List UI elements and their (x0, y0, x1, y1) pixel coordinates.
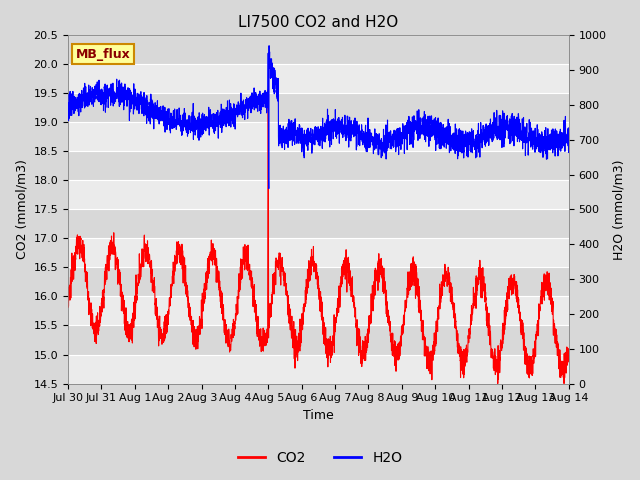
Bar (68, 64, 569, 94)
Y-axis label: H2O (mmol/m3): H2O (mmol/m3) (612, 159, 625, 260)
Bar (68, 36, 569, 64)
Bar (68, 122, 569, 151)
Bar (68, 355, 569, 384)
Bar (68, 297, 569, 325)
Bar (68, 267, 569, 297)
Legend: CO2, H2O: CO2, H2O (232, 445, 408, 471)
Bar (68, 94, 569, 122)
Y-axis label: CO2 (mmol/m3): CO2 (mmol/m3) (15, 159, 28, 259)
Bar (68, 239, 569, 267)
Bar (68, 209, 569, 239)
X-axis label: Time: Time (303, 409, 333, 422)
Bar (68, 325, 569, 355)
Bar (68, 180, 569, 209)
Bar (68, 151, 569, 180)
Text: MB_flux: MB_flux (76, 48, 131, 60)
Title: LI7500 CO2 and H2O: LI7500 CO2 and H2O (238, 15, 399, 30)
